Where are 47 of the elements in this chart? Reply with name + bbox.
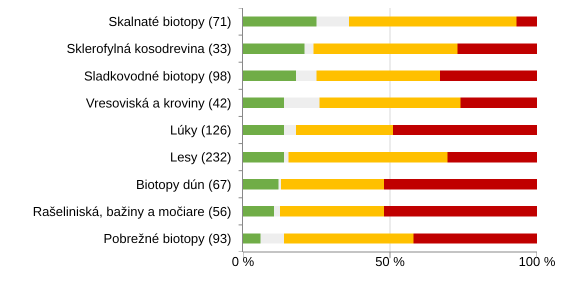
bar — [296, 124, 393, 136]
bar — [384, 179, 537, 190]
bar — [516, 16, 537, 27]
bar — [243, 233, 261, 244]
bar — [284, 98, 320, 108]
bar — [243, 124, 284, 136]
bar — [384, 206, 537, 216]
bar — [243, 179, 278, 190]
bar — [280, 206, 384, 216]
bar — [348, 16, 516, 27]
bar — [243, 16, 316, 27]
bar — [243, 70, 296, 81]
bar — [414, 233, 537, 244]
bar — [440, 70, 537, 81]
bar — [243, 98, 284, 108]
bar — [458, 44, 537, 54]
bar — [314, 44, 458, 54]
y-tick-label: Lúky (126) — [170, 122, 232, 138]
bar — [274, 206, 280, 216]
bar — [281, 179, 384, 190]
bar — [392, 124, 537, 136]
y-tick-label: Vresoviská a kroviny (42) — [86, 95, 232, 110]
bar — [243, 206, 274, 216]
bar — [447, 152, 537, 162]
x-tick-label: 0 % — [232, 254, 255, 269]
bar — [284, 233, 414, 244]
y-tick-label: Sklerofylná kosodrevina (33) — [66, 41, 232, 56]
x-tick-label: 100 % — [518, 254, 556, 269]
y-tick-label: Sladkovodné biotopy (98) — [84, 68, 232, 84]
y-tick-label: Lesy (232) — [170, 150, 232, 165]
y-tick-label: Biotopy dún (67) — [136, 176, 232, 192]
bar — [304, 44, 314, 54]
bar — [284, 152, 289, 162]
bar — [288, 152, 448, 162]
bar — [319, 98, 461, 108]
bar — [460, 98, 537, 108]
y-tick-label: Rašeliniská, bažiny a močiare (56) — [32, 204, 232, 219]
bar — [260, 233, 284, 244]
bar — [243, 44, 305, 54]
bar — [316, 16, 349, 27]
y-tick-label: Skalnaté biotopy (71) — [108, 14, 232, 30]
bar — [284, 124, 296, 136]
bar — [316, 70, 440, 81]
bar — [243, 152, 284, 162]
y-tick-label: Pobrežné biotopy (93) — [103, 230, 232, 246]
x-tick-label: 50 % — [375, 254, 406, 269]
bar — [296, 70, 316, 81]
